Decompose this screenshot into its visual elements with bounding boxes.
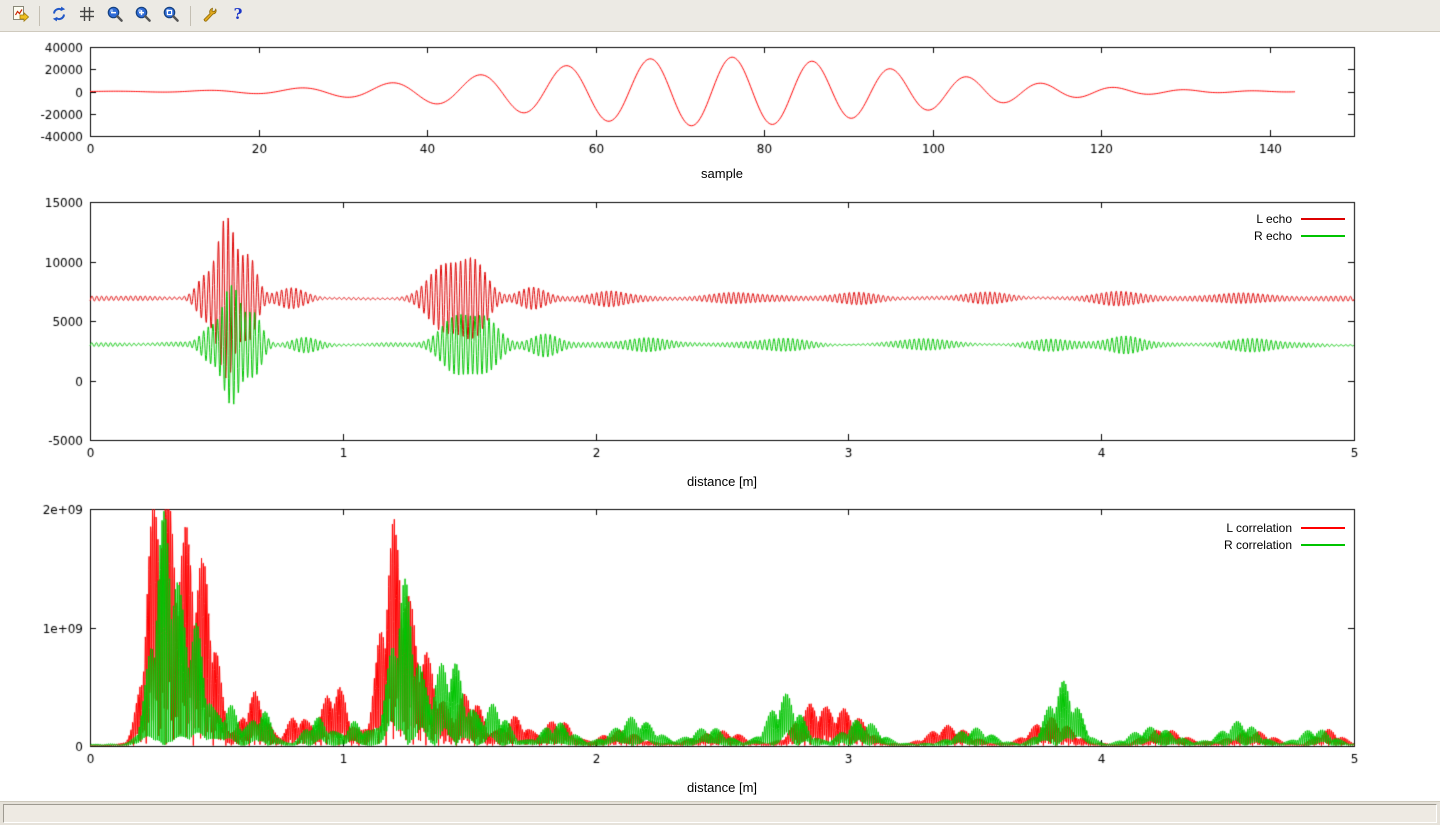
chart3-xlabel: distance [m] xyxy=(686,780,758,795)
chart2-legend: L echo R echo xyxy=(1254,210,1345,244)
toolbar-separator xyxy=(190,5,191,26)
legend-entry: L correlation xyxy=(1224,519,1345,536)
legend-label: L echo xyxy=(1256,211,1292,226)
legend-label: R echo xyxy=(1253,228,1292,243)
replot-icon xyxy=(50,5,68,26)
replot-button[interactable] xyxy=(46,3,72,29)
legend-label: L correlation xyxy=(1226,520,1292,535)
grid-icon xyxy=(78,5,96,26)
zoom-previous-icon xyxy=(106,5,124,26)
legend-entry: R correlation xyxy=(1224,536,1345,553)
svg-text:?: ? xyxy=(234,5,243,23)
legend-entry: L echo xyxy=(1254,210,1345,227)
legend-line-sample xyxy=(1301,234,1345,237)
legend-line-sample xyxy=(1301,526,1345,529)
configure-button[interactable] xyxy=(197,3,223,29)
zoom-next-button[interactable] xyxy=(130,3,156,29)
toolbar: ? xyxy=(0,0,1440,32)
legend-label: R correlation xyxy=(1223,537,1292,552)
legend-entry: R echo xyxy=(1254,227,1345,244)
copy-icon xyxy=(11,5,30,26)
chart3-legend: L correlation R correlation xyxy=(1224,519,1345,553)
zoom-next-icon xyxy=(134,5,152,26)
zoom-previous-button[interactable] xyxy=(102,3,128,29)
legend-line-sample xyxy=(1301,543,1345,546)
plot-area: sample distance [m] distance [m] L echo … xyxy=(0,32,1440,801)
copy-button[interactable] xyxy=(7,3,33,29)
status-text xyxy=(3,804,1437,823)
autoscale-button[interactable] xyxy=(158,3,184,29)
plots-canvas[interactable] xyxy=(0,32,1440,801)
status-bar xyxy=(0,801,1440,825)
chart1-xlabel: sample xyxy=(701,166,743,181)
autoscale-icon xyxy=(162,5,180,26)
help-icon: ? xyxy=(229,5,247,26)
toolbar-separator xyxy=(39,5,40,26)
configure-icon xyxy=(201,5,219,26)
grid-toggle-button[interactable] xyxy=(74,3,100,29)
legend-line-sample xyxy=(1301,217,1345,220)
chart2-xlabel: distance [m] xyxy=(686,474,758,489)
help-button[interactable]: ? xyxy=(225,3,251,29)
